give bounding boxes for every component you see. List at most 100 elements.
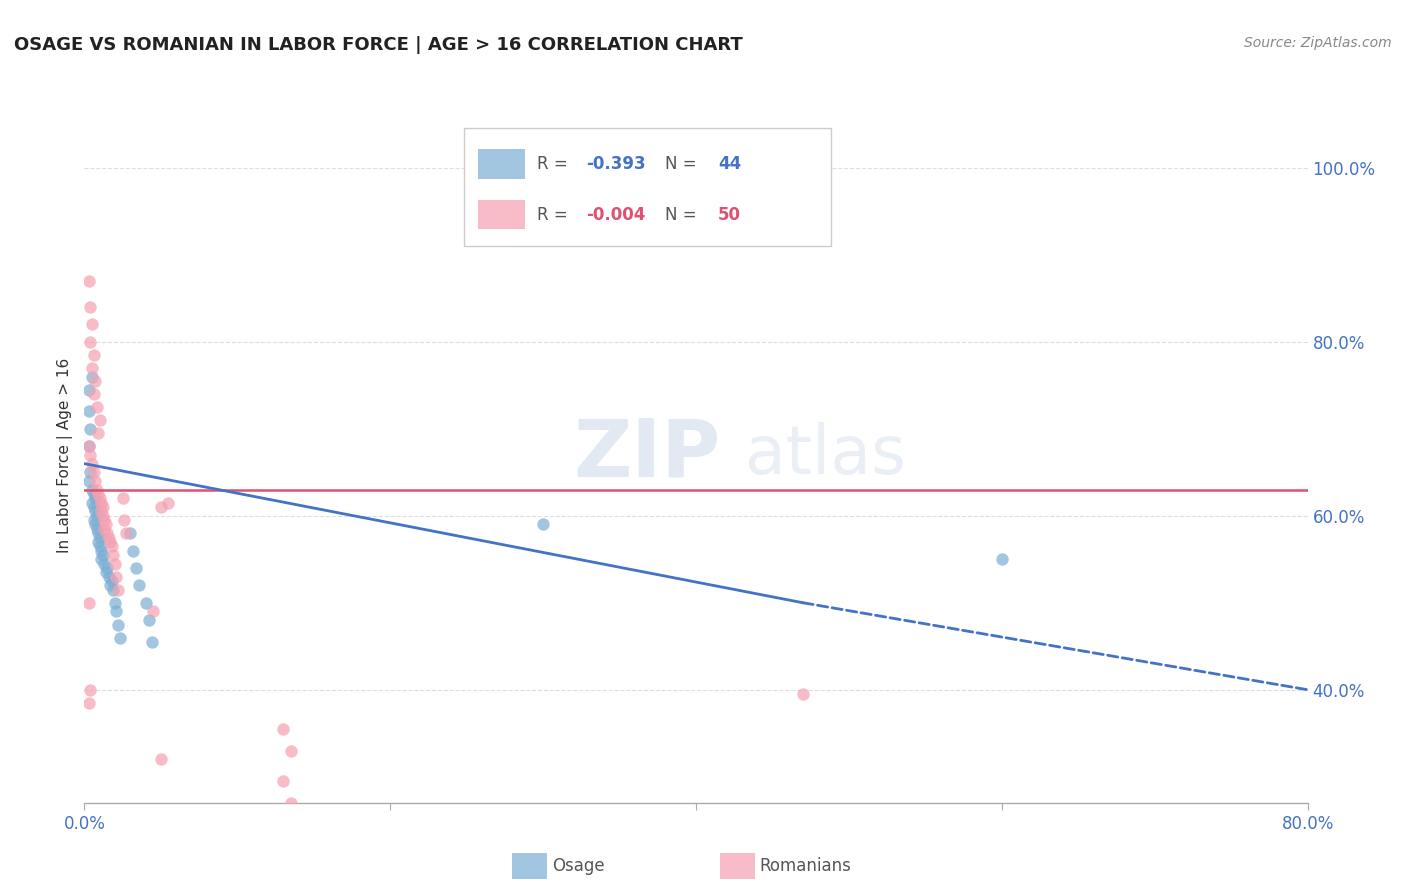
Text: R =: R =	[537, 206, 574, 224]
Point	[80, 361, 103, 376]
Point	[125, 561, 148, 575]
Point	[89, 539, 111, 553]
Point	[87, 535, 110, 549]
Text: atlas: atlas	[745, 422, 905, 488]
FancyBboxPatch shape	[513, 853, 547, 880]
Point	[89, 491, 111, 506]
Point	[104, 596, 127, 610]
Point	[991, 552, 1014, 566]
Point	[93, 513, 115, 527]
Point	[80, 496, 103, 510]
FancyBboxPatch shape	[720, 853, 755, 880]
Point	[103, 548, 125, 562]
Point	[84, 504, 107, 518]
Point	[84, 491, 107, 506]
Point	[86, 508, 108, 523]
Text: R =: R =	[537, 155, 574, 173]
Point	[149, 500, 172, 514]
Point	[280, 744, 302, 758]
Point	[271, 722, 294, 736]
Text: Source: ZipAtlas.com: Source: ZipAtlas.com	[1244, 36, 1392, 50]
FancyBboxPatch shape	[478, 150, 524, 178]
Point	[105, 605, 128, 619]
Point	[90, 543, 112, 558]
Point	[86, 522, 108, 536]
Point	[97, 531, 120, 545]
Point	[104, 557, 127, 571]
Text: Osage: Osage	[551, 857, 605, 875]
Point	[91, 500, 114, 514]
FancyBboxPatch shape	[464, 128, 831, 246]
Point	[108, 631, 131, 645]
Point	[96, 526, 118, 541]
Point	[792, 183, 814, 197]
Point	[98, 578, 121, 592]
Point	[93, 522, 115, 536]
Text: OSAGE VS ROMANIAN IN LABOR FORCE | AGE > 16 CORRELATION CHART: OSAGE VS ROMANIAN IN LABOR FORCE | AGE >…	[14, 36, 742, 54]
Point	[792, 687, 814, 701]
Point	[98, 535, 121, 549]
Text: N =: N =	[665, 155, 702, 173]
Point	[122, 543, 145, 558]
Point	[80, 369, 103, 384]
Point	[77, 696, 100, 710]
Point	[107, 617, 129, 632]
Point	[84, 517, 107, 532]
Point	[90, 496, 112, 510]
Point	[79, 300, 101, 314]
Point	[83, 513, 105, 527]
Point	[90, 504, 112, 518]
Text: ZIP: ZIP	[574, 416, 720, 494]
Point	[87, 487, 110, 501]
Point	[96, 561, 118, 575]
Point	[114, 526, 136, 541]
FancyBboxPatch shape	[478, 201, 524, 229]
Point	[86, 483, 108, 497]
Point	[89, 531, 111, 545]
Point	[94, 566, 117, 580]
Point	[84, 474, 107, 488]
Point	[141, 635, 163, 649]
Point	[79, 422, 101, 436]
Point	[93, 557, 115, 571]
Point	[79, 448, 101, 462]
Point	[111, 491, 134, 506]
Point	[77, 439, 100, 453]
Text: -0.004: -0.004	[586, 206, 645, 224]
Point	[531, 517, 554, 532]
Point	[107, 582, 129, 597]
Point	[128, 578, 150, 592]
Point	[80, 483, 103, 497]
Point	[77, 474, 100, 488]
Point	[157, 496, 180, 510]
Point	[79, 682, 101, 697]
Point	[89, 413, 111, 427]
Point	[271, 774, 294, 789]
Point	[77, 404, 100, 418]
Point	[94, 517, 117, 532]
Point	[97, 570, 120, 584]
Text: 44: 44	[718, 155, 741, 173]
Point	[86, 400, 108, 414]
Point	[83, 487, 105, 501]
Point	[105, 570, 128, 584]
Point	[79, 465, 101, 479]
Point	[91, 508, 114, 523]
Point	[77, 439, 100, 453]
Point	[135, 596, 157, 610]
Point	[87, 426, 110, 441]
Point	[77, 274, 100, 288]
Text: 50: 50	[718, 206, 741, 224]
Point	[83, 348, 105, 362]
Point	[112, 513, 135, 527]
Point	[90, 552, 112, 566]
Point	[83, 387, 105, 401]
Point	[80, 457, 103, 471]
Point	[138, 613, 160, 627]
Text: N =: N =	[665, 206, 702, 224]
Point	[101, 539, 124, 553]
Point	[142, 605, 165, 619]
Text: Romanians: Romanians	[759, 857, 852, 875]
Point	[103, 582, 125, 597]
Point	[77, 596, 100, 610]
